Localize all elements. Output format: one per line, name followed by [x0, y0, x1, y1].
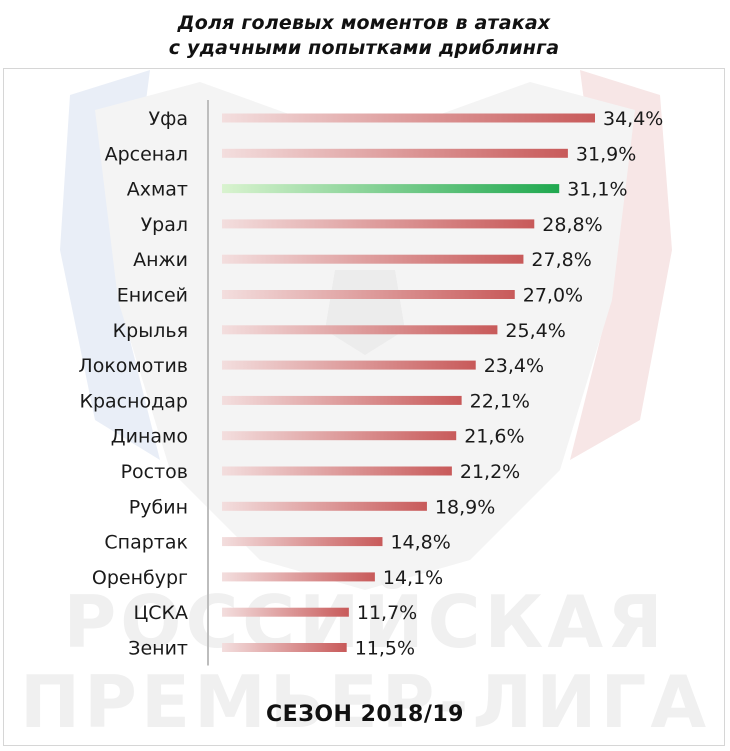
category-label: Енисей [117, 285, 188, 307]
value-label: 31,1% [567, 179, 627, 201]
value-label: 27,8% [531, 249, 591, 271]
category-label: Зенит [128, 638, 188, 660]
category-label: Уфа [149, 108, 188, 130]
chart-title-line-1: Доля голевых моментов в атаках [177, 11, 551, 34]
bar [222, 572, 375, 582]
category-label: Спартак [104, 532, 188, 554]
category-label: Динамо [111, 426, 188, 448]
bar [222, 254, 524, 264]
watermark-line-1: РОССИЙСКАЯ [63, 580, 667, 664]
category-label: Ахмат [127, 179, 188, 201]
category-label: Урал [141, 214, 188, 236]
category-label: Крылья [113, 320, 188, 342]
category-label: Рубин [129, 496, 188, 518]
bar [222, 325, 498, 335]
value-label: 34,4% [603, 108, 663, 130]
category-label: Оренбург [92, 567, 188, 589]
value-label: 21,2% [460, 461, 520, 483]
value-label: 28,8% [542, 214, 602, 236]
bar [222, 290, 515, 299]
chart-title-line-2: с удачными попытками дриблинга [168, 36, 560, 59]
bar [222, 537, 383, 547]
value-label: 23,4% [484, 355, 544, 377]
category-label: ЦСКА [133, 602, 188, 624]
value-label: 27,0% [523, 285, 583, 307]
value-label: 11,7% [357, 602, 417, 624]
category-label: Анжи [133, 249, 188, 271]
chart-title: Доля голевых моментов в атаках с удачным… [3, 3, 725, 69]
category-label: Краснодар [79, 390, 188, 412]
value-label: 14,8% [390, 532, 450, 554]
value-label: 21,6% [464, 426, 524, 448]
value-label: 18,9% [435, 496, 495, 518]
bar [222, 395, 462, 405]
season-label: СЕЗОН 2018/19 [266, 702, 464, 727]
bar [222, 501, 427, 511]
value-label: 31,9% [576, 143, 636, 165]
value-label: 25,4% [505, 320, 565, 342]
category-label: Арсенал [105, 143, 188, 165]
bar [222, 360, 476, 370]
category-label: Локомотив [78, 355, 188, 377]
value-label: 11,5% [355, 638, 415, 660]
bar [222, 219, 535, 229]
bar [222, 466, 452, 476]
watermark-line-2: ПРЕМЬЕР-ЛИГА [19, 660, 711, 744]
bar [222, 148, 568, 158]
bars-group: Уфа 34,4% Арсенал 31,9% Ахмат 31,1% Урал 28,8% А… [78, 108, 663, 660]
bar [222, 431, 457, 441]
category-label: Ростов [121, 461, 188, 483]
value-label: 14,1% [383, 567, 443, 589]
value-label: 22,1% [470, 390, 530, 412]
bar [222, 607, 349, 617]
bar-highlighted [222, 184, 560, 194]
bar [222, 643, 347, 652]
bar [222, 113, 595, 123]
